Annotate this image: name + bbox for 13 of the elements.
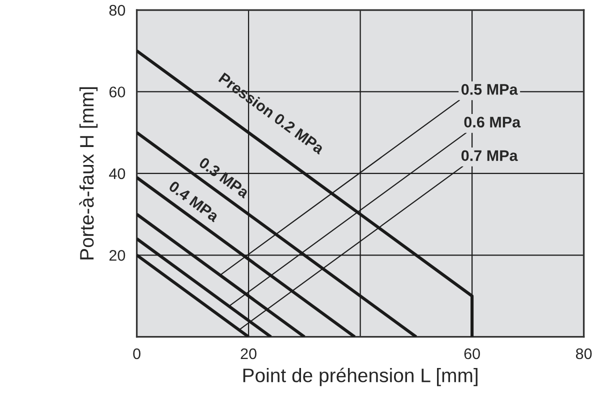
x-axis-title: Point de préhension L [mm] [243, 368, 478, 386]
annotation: 0.6 MPa [464, 116, 521, 128]
y-tick-label: 60 [109, 86, 126, 98]
annotation: 0.5 MPa [461, 84, 518, 95]
y-tick-label: 40 [109, 168, 126, 180]
y-axis-title: Porte-à-faux H [mm] [79, 87, 98, 260]
x-tick-label: 0 [133, 348, 140, 360]
x-tick-label: 20 [240, 348, 256, 360]
annotation: 0.7 MPa [461, 150, 518, 162]
x-tick-label: 60 [464, 348, 480, 360]
y-tick-label: 20 [109, 250, 126, 261]
x-tick-label: 80 [576, 348, 592, 360]
y-tick-label: 80 [109, 4, 126, 16]
